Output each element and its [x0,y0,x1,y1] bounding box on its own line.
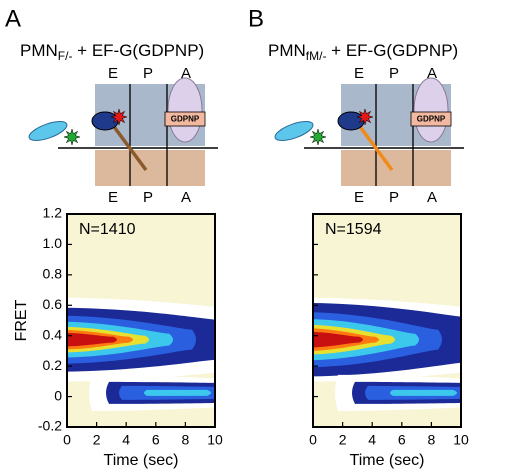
site-label: A [427,189,437,206]
panel-title: PMNfM/- + EF-G(GDPNP) [268,41,458,63]
x-tick-label: 10 [207,432,223,448]
y-tick-label: -0.2 [38,418,62,434]
gdpnp-box [410,111,452,127]
y-axis-label: FRET [13,299,30,341]
x-tick-label: 6 [152,432,160,448]
density-contour [67,332,117,347]
y-tick-label: 0.2 [43,357,63,373]
density-contour [313,331,363,348]
x-tick-label: 8 [182,432,190,448]
n-annotation: N=1594 [325,221,382,238]
x-tick-label: 0 [309,432,317,448]
contour-layer [313,297,461,411]
site-label: E [108,189,118,206]
contour-layer [67,297,215,411]
dye-star [356,108,374,126]
site-label: A [181,189,191,206]
title-sub: F/- [58,49,73,63]
x-tick-label: 0 [63,432,71,448]
trna-line [356,122,394,172]
x-tick-label: 8 [428,432,436,448]
fret-dye-arm [274,121,314,141]
dye-star [110,108,128,126]
ef-g [167,77,203,143]
trna-line [110,122,148,172]
x-tick-label: 4 [368,432,376,448]
y-tick-label: 1.0 [43,235,63,251]
site-label: P [143,65,153,82]
x-tick-label: 10 [453,432,469,448]
site-label: A [427,65,437,82]
x-tick-label: 2 [93,432,101,448]
x-axis-label: Time (sec) [350,452,425,469]
dye-star [309,128,327,146]
dye-star [63,128,81,146]
x-axis-label: Time (sec) [104,452,179,469]
y-tick-label: 0 [54,387,62,403]
site-label: P [389,65,399,82]
x-tick-label: 4 [122,432,130,448]
site-label: A [181,65,191,82]
title-main: PMN [268,41,306,60]
density-contour [390,389,457,396]
y-tick-label: 1.2 [43,205,63,221]
y-tick-label: 0.6 [43,296,63,312]
e-p-a-bottom-box [341,150,451,186]
title-sub: fM/- [306,49,327,63]
site-label: E [354,189,364,206]
title-rest: + EF-G(GDPNP) [326,41,458,60]
site-label: E [354,65,364,82]
panel-label: B [248,5,264,32]
y-tick-label: 0.8 [43,266,63,282]
density-contour [144,389,211,396]
plot-frame [66,213,216,428]
panel-label: A [5,5,21,32]
ligand-label: GDPNP [171,115,200,124]
plot-frame [312,213,462,428]
title-rest: + EF-G(GDPNP) [72,41,204,60]
panel-title: PMNF/- + EF-G(GDPNP) [20,41,204,63]
gdpnp-box [164,111,206,127]
site-label: P [389,189,399,206]
n-annotation: N=1410 [79,221,136,238]
x-tick-label: 2 [339,432,347,448]
y-tick-label: 0.4 [43,326,63,342]
e-p-a-bottom-box [95,150,205,186]
site-label: E [108,65,118,82]
x-tick-label: 6 [398,432,406,448]
site-label: P [143,189,153,206]
ef-g [413,77,449,143]
title-main: PMN [20,41,58,60]
fret-dye-arm [28,121,68,141]
ligand-label: GDPNP [417,115,446,124]
